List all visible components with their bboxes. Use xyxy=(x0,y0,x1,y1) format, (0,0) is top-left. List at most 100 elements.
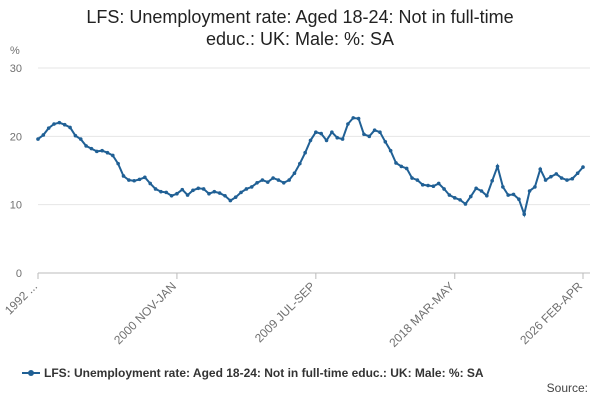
point xyxy=(298,161,302,166)
source: Source: xyxy=(547,381,588,395)
point xyxy=(255,181,259,185)
point xyxy=(575,171,580,176)
point xyxy=(271,176,275,180)
point xyxy=(52,122,56,126)
point xyxy=(351,116,356,120)
point xyxy=(356,116,361,121)
point xyxy=(276,178,281,182)
point xyxy=(159,189,163,194)
point xyxy=(501,185,505,189)
point xyxy=(180,187,185,192)
point xyxy=(330,130,334,135)
point xyxy=(228,198,233,203)
point xyxy=(447,193,452,197)
point xyxy=(581,165,585,169)
point xyxy=(324,138,329,143)
point xyxy=(100,148,104,153)
point xyxy=(436,181,441,186)
point xyxy=(549,174,553,179)
point xyxy=(121,174,126,178)
point xyxy=(68,125,72,130)
point xyxy=(367,134,372,139)
point xyxy=(78,137,83,141)
point xyxy=(41,133,46,137)
point xyxy=(148,181,153,186)
point xyxy=(511,192,516,197)
point xyxy=(244,187,249,191)
point xyxy=(36,137,40,141)
point xyxy=(463,202,468,206)
point xyxy=(223,193,227,198)
point xyxy=(495,164,500,169)
point xyxy=(394,161,398,165)
point xyxy=(212,189,217,194)
point xyxy=(372,128,377,132)
point xyxy=(458,198,462,202)
point xyxy=(153,187,158,191)
point xyxy=(185,193,190,197)
point xyxy=(388,148,393,153)
point xyxy=(559,176,564,180)
y-tick-label: 20 xyxy=(10,131,22,143)
point xyxy=(111,153,115,158)
point xyxy=(506,193,510,197)
point xyxy=(287,178,291,182)
legend-label: LFS: Unemployment rate: Aged 18-24: Not … xyxy=(44,366,484,380)
point xyxy=(292,171,297,176)
point xyxy=(89,146,94,151)
point xyxy=(442,187,446,191)
point xyxy=(143,175,147,180)
point xyxy=(249,185,254,189)
x-tick-label: 2026 FEB-APR xyxy=(517,279,585,347)
point xyxy=(217,191,222,195)
point xyxy=(46,126,51,130)
y-tick-label: 10 xyxy=(10,200,22,212)
point xyxy=(527,189,532,193)
point xyxy=(378,130,382,135)
point xyxy=(479,189,484,193)
series-line xyxy=(37,116,584,218)
point xyxy=(105,150,110,155)
point xyxy=(431,184,436,189)
point xyxy=(533,185,537,189)
x-tick-label: 2018 MAR-MAY xyxy=(386,279,457,350)
y-tick-label: 30 xyxy=(10,63,22,75)
point xyxy=(57,120,62,125)
point xyxy=(239,190,243,195)
point xyxy=(233,195,238,199)
x-tick-label: 2000 NOV-JAN xyxy=(111,279,179,347)
point xyxy=(410,176,414,180)
point xyxy=(281,181,286,185)
point xyxy=(570,176,575,181)
point xyxy=(207,191,211,196)
point xyxy=(383,140,388,144)
point xyxy=(404,166,409,171)
point xyxy=(303,150,307,155)
point xyxy=(308,138,313,143)
x-tick-label: 2009 JUL-SEP xyxy=(252,279,318,345)
point xyxy=(415,178,420,182)
point xyxy=(565,178,569,182)
point xyxy=(94,149,99,154)
point xyxy=(362,132,366,137)
legend-marker xyxy=(28,370,34,376)
point xyxy=(517,197,521,201)
point xyxy=(116,161,120,166)
point xyxy=(265,180,270,184)
point xyxy=(260,178,265,182)
point xyxy=(175,191,179,196)
point xyxy=(314,130,318,135)
point xyxy=(490,178,494,183)
point xyxy=(201,187,206,191)
point xyxy=(137,177,142,182)
point xyxy=(474,186,478,191)
point xyxy=(485,193,489,198)
point xyxy=(554,172,559,176)
point xyxy=(191,188,195,193)
point xyxy=(62,122,67,127)
point xyxy=(543,178,548,182)
point xyxy=(346,122,350,126)
point xyxy=(420,183,425,187)
